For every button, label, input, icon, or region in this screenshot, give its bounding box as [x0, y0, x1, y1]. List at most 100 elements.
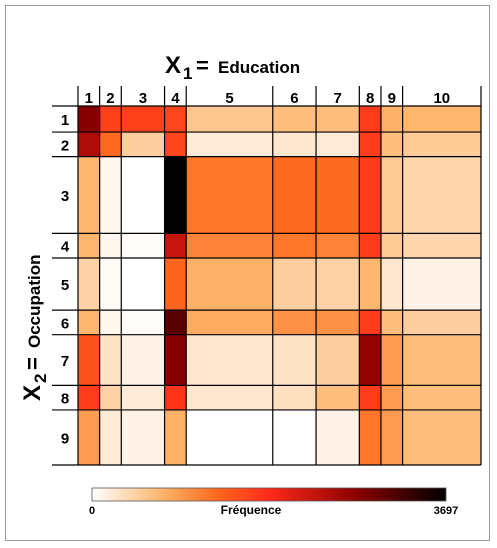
x-title-subscript: 1 — [183, 64, 192, 83]
heatmap-cell — [402, 257, 481, 311]
heatmap-cell — [272, 156, 317, 234]
y-tick-label: 2 — [61, 137, 69, 154]
heatmap-cell — [402, 132, 481, 157]
heatmap-cell — [99, 233, 122, 258]
heatmap-cell — [272, 409, 317, 465]
heatmap-cell — [359, 334, 381, 386]
chart-frame — [5, 5, 490, 541]
heatmap-cell — [186, 409, 273, 465]
heatmap-cell — [164, 310, 187, 335]
heatmap-cell — [164, 106, 187, 133]
heatmap-cell — [78, 156, 100, 234]
x-tick-label: 8 — [366, 90, 374, 107]
x-tick-label: 9 — [388, 90, 396, 107]
colorbar-title: Fréquence — [221, 503, 282, 517]
y-title-subscript: 2 — [31, 374, 50, 383]
x-title-name: Education — [218, 58, 300, 77]
heatmap-cell — [78, 106, 100, 133]
heatmap-cell — [78, 233, 100, 258]
x-tick-label: 5 — [225, 90, 233, 107]
heatmap-cell — [380, 334, 403, 386]
heatmap-cell — [99, 257, 122, 311]
y-title-symbol: X — [19, 385, 46, 401]
heatmap-cell — [272, 310, 317, 335]
heatmap-cell — [380, 233, 403, 258]
heatmap-cell — [121, 334, 165, 386]
y-tick-label: 3 — [61, 188, 69, 205]
heatmap-cell — [359, 233, 381, 258]
y-title-equals: = — [20, 357, 45, 370]
x-tick-label: 4 — [171, 90, 180, 107]
heatmap-cell — [121, 257, 165, 311]
heatmap-cell — [78, 385, 100, 410]
heatmap-cell — [402, 106, 481, 133]
heatmap-cell — [272, 385, 317, 410]
heatmap-cell — [164, 257, 187, 311]
heatmap-cell — [186, 132, 273, 157]
heatmap-cell — [186, 106, 273, 133]
x-tick-label: 2 — [106, 90, 114, 107]
heatmap-cell — [121, 132, 165, 157]
heatmap-cell — [78, 334, 100, 386]
heatmap-cell — [359, 385, 381, 410]
heatmap-cell — [380, 132, 403, 157]
x-tick-label: 7 — [334, 90, 342, 107]
heatmap-cell — [121, 156, 165, 234]
x-tick-labels: 1 2 3 4 5 6 7 8 9 10 — [85, 90, 451, 107]
heatmap-cell — [359, 409, 381, 465]
heatmap-cell — [272, 257, 317, 311]
heatmap-cell — [272, 233, 317, 258]
colorbar-max-label: 3697 — [434, 505, 458, 517]
colorbar-min-label: 0 — [89, 505, 95, 517]
heatmap-cell — [164, 156, 187, 234]
heatmap-cell — [272, 106, 317, 133]
heatmap-cell — [99, 310, 122, 335]
x-title-equals: = — [196, 53, 209, 78]
heatmap-cell — [121, 310, 165, 335]
heatmap-cell — [78, 409, 100, 465]
heatmap-cell — [316, 409, 360, 465]
heatmap-cell — [402, 334, 481, 386]
heatmap-cell — [99, 132, 122, 157]
heatmap-cell — [316, 156, 360, 234]
y-tick-label: 6 — [61, 315, 69, 332]
x-tick-label: 6 — [290, 90, 298, 107]
heatmap-cell — [380, 156, 403, 234]
x-title-symbol: X — [165, 52, 181, 79]
heatmap-cell — [359, 156, 381, 234]
heatmap-cell — [99, 106, 122, 133]
y-tick-label: 8 — [61, 391, 69, 408]
x-tick-label: 10 — [433, 90, 450, 107]
heatmap-cell — [402, 409, 481, 465]
heatmap-cell — [359, 132, 381, 157]
y-title-name: Occupation — [25, 254, 44, 348]
heatmap-cell — [402, 310, 481, 335]
y-tick-label: 7 — [61, 353, 69, 370]
heatmap-cell — [402, 385, 481, 410]
heatmap-cell — [380, 385, 403, 410]
heatmap-cell — [78, 132, 100, 157]
heatmap-cell — [164, 334, 187, 386]
heatmap-cell — [402, 233, 481, 258]
heatmap-cell — [316, 385, 360, 410]
heatmap-cell — [359, 310, 381, 335]
heatmap-cell — [99, 409, 122, 465]
heatmap-cell — [186, 385, 273, 410]
heatmap-cell — [186, 334, 273, 386]
heatmap-cell — [121, 409, 165, 465]
heatmap-cell — [316, 106, 360, 133]
heatmap-cell — [380, 106, 403, 133]
heatmap-cell — [186, 233, 273, 258]
cell-grid-lines — [52, 86, 482, 466]
heatmap-cell — [164, 409, 187, 465]
x-axis-title: X 1 = Education — [165, 52, 300, 83]
heatmap-cell — [316, 310, 360, 335]
heatmap-cell — [316, 257, 360, 311]
heatmap-cell — [78, 310, 100, 335]
y-tick-labels: 1 2 3 4 5 6 7 8 9 — [61, 112, 70, 447]
heatmap-cells — [78, 106, 481, 465]
heatmap-cell — [359, 257, 381, 311]
colorbar-gradient — [91, 487, 447, 502]
heatmap-cell — [164, 132, 187, 157]
